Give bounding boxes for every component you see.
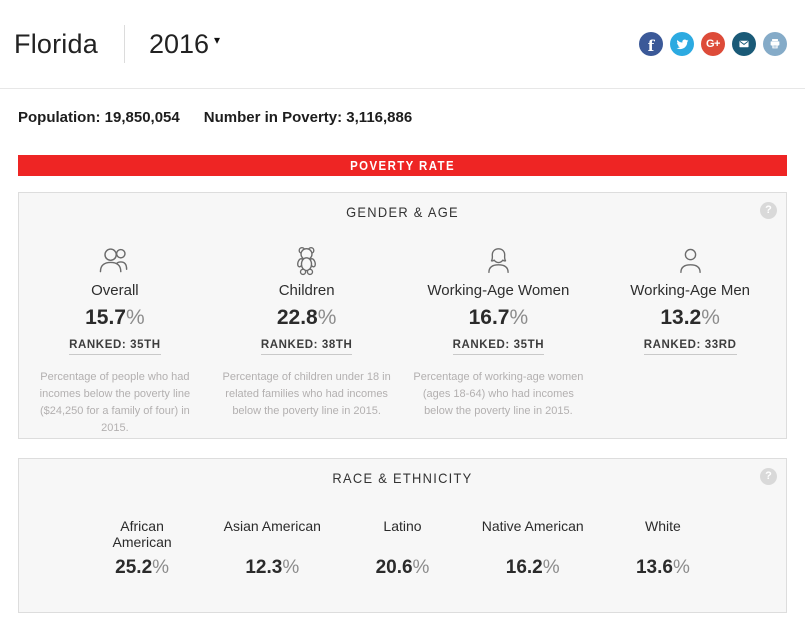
print-button[interactable]	[763, 32, 787, 56]
email-icon	[739, 40, 749, 48]
email-share-button[interactable]	[732, 32, 756, 56]
race-column-african-american: African American 25.2%	[77, 518, 207, 578]
help-icon[interactable]: ?	[760, 202, 777, 219]
help-icon[interactable]: ?	[760, 468, 777, 485]
stat-value: 16.7%	[468, 306, 529, 329]
race-ethnicity-panel: RACE & ETHNICITY ? African American 25.2…	[18, 458, 787, 613]
header-divider	[123, 25, 125, 63]
stat-column-working-age-women: Working-Age Women 16.7% RANKED: 35TH Per…	[403, 244, 595, 437]
gender-age-columns: Overall 15.7% RANKED: 35TH Percentage of…	[19, 244, 786, 437]
race-label: African American	[112, 518, 172, 550]
gender-age-panel: GENDER & AGE ? Overall 15.7% RANKED: 35T…	[18, 192, 787, 439]
state-title: Florida	[14, 28, 98, 59]
race-value: 25.2%	[115, 557, 170, 578]
rank-badge: RANKED: 33RD	[643, 339, 737, 355]
print-icon	[770, 39, 780, 49]
stat-description: Percentage of people who had incomes bel…	[39, 371, 191, 435]
poverty-count-label: Number in Poverty:	[203, 109, 343, 126]
year-dropdown[interactable]: 2016 ▾	[149, 29, 220, 60]
google-plus-share-button[interactable]: G+	[701, 32, 725, 56]
race-column-asian-american: Asian American 12.3%	[207, 518, 337, 578]
population-label: Population:	[18, 109, 101, 126]
chevron-down-icon: ▾	[214, 33, 221, 47]
stat-column-overall: Overall 15.7% RANKED: 35TH Percentage of…	[19, 244, 211, 437]
stat-value: 13.2%	[660, 306, 720, 329]
rank-badge: RANKED: 35TH	[69, 339, 161, 355]
population-value: 19,850,054	[104, 109, 180, 126]
poverty-rate-banner: POVERTY RATE	[18, 155, 787, 176]
race-label: White	[645, 518, 681, 534]
woman-icon	[403, 244, 595, 276]
social-share-bar: f G+	[639, 32, 787, 56]
page-header: Florida 2016 ▾ f G+	[0, 0, 805, 89]
year-value: 2016	[148, 28, 210, 59]
gender-age-title: GENDER & AGE	[346, 204, 459, 220]
stat-label: Working-Age Men	[630, 282, 751, 299]
rank-badge: RANKED: 35TH	[452, 339, 545, 355]
stat-label: Overall	[91, 282, 139, 299]
race-label: Native American	[481, 518, 584, 534]
race-label: Asian American	[223, 518, 321, 534]
race-ethnicity-columns: African American 25.2% Asian American 12…	[19, 518, 786, 578]
stat-column-children: Children 22.8% RANKED: 38TH Percentage o…	[211, 244, 403, 437]
summary-stats: Population: 19,850,054 Number in Poverty…	[0, 89, 805, 127]
stat-column-working-age-men: Working-Age Men 13.2% RANKED: 33RD	[594, 244, 786, 437]
race-label: Latino	[383, 518, 422, 534]
man-icon	[594, 244, 786, 276]
poverty-count-value: 3,116,886	[346, 109, 413, 126]
race-ethnicity-title: RACE & ETHNICITY	[332, 470, 473, 486]
stat-description: Percentage of working-age women (ages 18…	[413, 371, 584, 418]
population-stat: Population: 19,850,054	[18, 109, 180, 127]
stat-label: Children	[278, 282, 335, 299]
stat-value: 22.8%	[276, 306, 337, 329]
people-icon	[19, 244, 211, 276]
race-value: 12.3%	[245, 557, 300, 578]
race-value: 16.2%	[505, 557, 560, 578]
race-column-native-american: Native American 16.2%	[468, 518, 598, 578]
twitter-share-button[interactable]	[670, 32, 694, 56]
google-plus-icon: G+	[706, 38, 720, 50]
race-column-white: White 13.6%	[598, 518, 728, 578]
stat-label: Working-Age Women	[427, 282, 570, 299]
stat-value: 15.7%	[85, 306, 145, 329]
facebook-share-button[interactable]: f	[639, 32, 663, 56]
facebook-icon: f	[647, 36, 655, 55]
race-value: 13.6%	[635, 557, 690, 578]
race-value: 20.6%	[375, 557, 430, 578]
twitter-icon	[676, 39, 688, 49]
race-column-latino: Latino 20.6%	[337, 518, 467, 578]
banner-title: POVERTY RATE	[350, 158, 455, 173]
poverty-count-stat: Number in Poverty: 3,116,886	[204, 109, 412, 127]
stat-description: Percentage of children under 18 in relat…	[222, 371, 391, 418]
teddy-bear-icon	[211, 244, 403, 276]
rank-badge: RANKED: 38TH	[260, 339, 353, 355]
